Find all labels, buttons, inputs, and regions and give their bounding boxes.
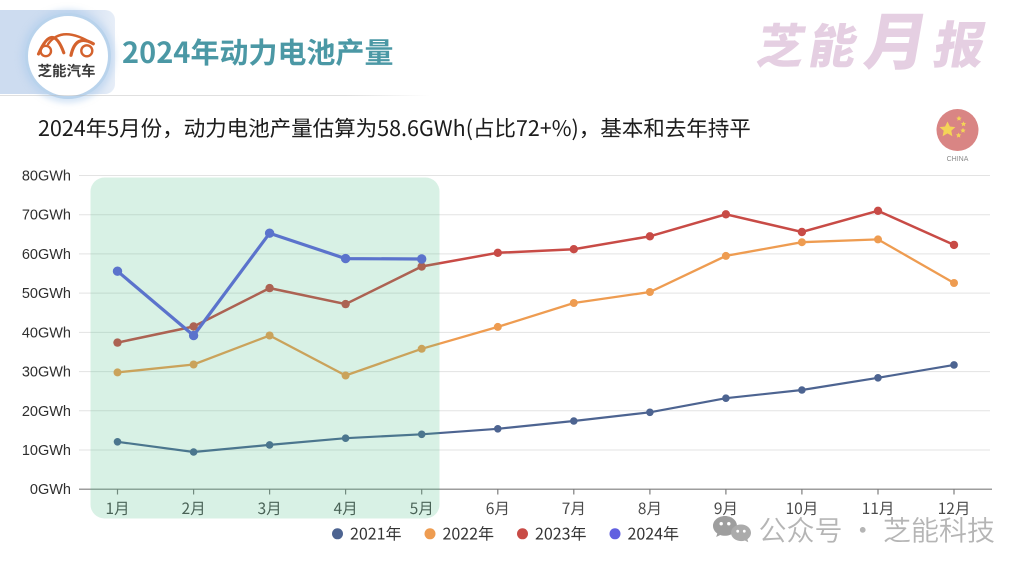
svg-text:60GWh: 60GWh [22,247,71,263]
svg-text:80GWh: 80GWh [22,169,71,185]
svg-text:0GWh: 0GWh [30,482,71,498]
svg-text:50GWh: 50GWh [22,286,71,302]
svg-text:70GWh: 70GWh [22,208,71,224]
svg-text:40GWh: 40GWh [22,325,71,341]
svg-text:10GWh: 10GWh [22,443,71,459]
svg-text:20GWh: 20GWh [22,404,71,420]
svg-text:30GWh: 30GWh [22,365,71,381]
svg-text:CHINA: CHINA [947,156,969,163]
